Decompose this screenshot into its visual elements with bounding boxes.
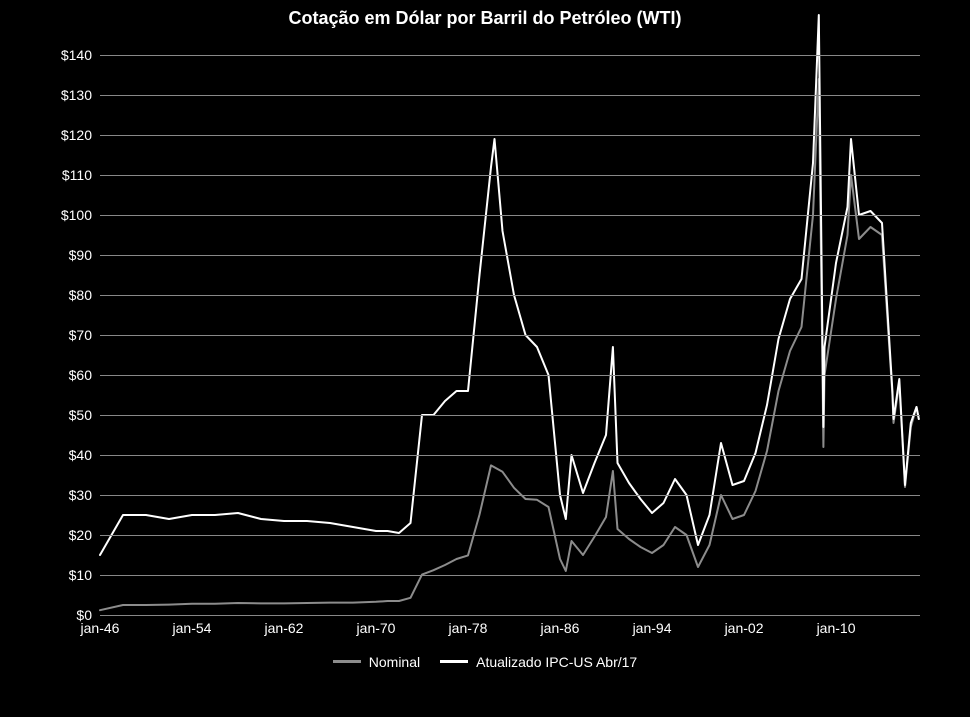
legend: Nominal Atualizado IPC-US Abr/17 — [0, 650, 970, 670]
x-tick-label: jan-78 — [449, 620, 488, 636]
legend-swatch — [440, 660, 468, 663]
chart-title: Cotação em Dólar por Barril do Petróleo … — [0, 8, 970, 29]
y-tick-label: $110 — [7, 167, 92, 183]
x-tick-label: jan-62 — [265, 620, 304, 636]
y-tick-label: $100 — [7, 207, 92, 223]
y-tick-label: $60 — [7, 367, 92, 383]
y-tick-label: $0 — [7, 607, 92, 623]
y-tick-label: $80 — [7, 287, 92, 303]
y-tick-label: $70 — [7, 327, 92, 343]
series-line — [100, 15, 919, 555]
y-tick-label: $120 — [7, 127, 92, 143]
x-tick-label: jan-02 — [725, 620, 764, 636]
gridline — [100, 455, 920, 456]
legend-item: Nominal — [333, 654, 420, 670]
gridline — [100, 255, 920, 256]
x-tick-label: jan-70 — [357, 620, 396, 636]
y-tick-label: $40 — [7, 447, 92, 463]
gridline — [100, 95, 920, 96]
x-tick-label: jan-94 — [633, 620, 672, 636]
gridline — [100, 175, 920, 176]
y-tick-label: $50 — [7, 407, 92, 423]
gridline — [100, 295, 920, 296]
gridline — [100, 415, 920, 416]
gridline — [100, 215, 920, 216]
price-chart: Cotação em Dólar por Barril do Petróleo … — [0, 0, 970, 717]
y-tick-label: $10 — [7, 567, 92, 583]
gridline — [100, 535, 920, 536]
gridline — [100, 495, 920, 496]
x-tick-label: jan-54 — [173, 620, 212, 636]
y-tick-label: $20 — [7, 527, 92, 543]
x-tick-label: jan-46 — [81, 620, 120, 636]
y-tick-label: $140 — [7, 47, 92, 63]
plot-area — [100, 55, 920, 615]
x-tick-label: jan-86 — [541, 620, 580, 636]
legend-swatch — [333, 660, 361, 663]
x-tick-label: jan-10 — [817, 620, 856, 636]
gridline — [100, 575, 920, 576]
legend-label: Nominal — [369, 654, 420, 670]
series-line — [100, 79, 919, 610]
y-tick-label: $130 — [7, 87, 92, 103]
gridline — [100, 135, 920, 136]
gridline — [100, 55, 920, 56]
gridline — [100, 335, 920, 336]
y-tick-label: $30 — [7, 487, 92, 503]
gridline — [100, 375, 920, 376]
x-axis — [100, 615, 920, 616]
y-tick-label: $90 — [7, 247, 92, 263]
legend-item: Atualizado IPC-US Abr/17 — [440, 654, 637, 670]
legend-label: Atualizado IPC-US Abr/17 — [476, 654, 637, 670]
